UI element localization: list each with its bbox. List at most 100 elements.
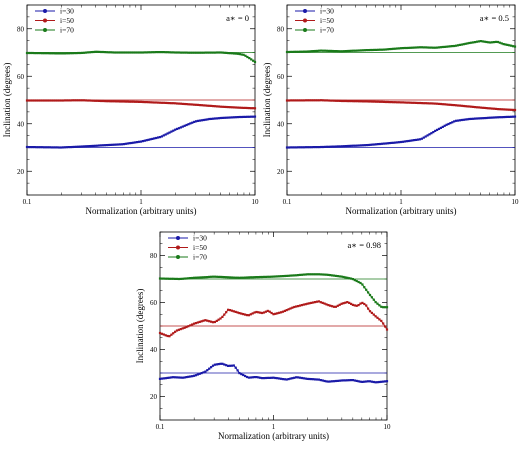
y-axis-label: Inclination (degrees): [2, 63, 12, 138]
data-point: [39, 52, 42, 55]
data-point: [280, 275, 283, 278]
data-point: [432, 131, 435, 134]
data-point: [217, 51, 220, 54]
data-point: [251, 312, 254, 315]
data-point: [380, 319, 383, 322]
data-point: [35, 146, 38, 149]
data-point: [238, 53, 241, 56]
data-point: [268, 376, 271, 379]
data-point: [172, 376, 175, 379]
data-point: [25, 99, 29, 102]
data-point: [487, 41, 490, 44]
data-point: [103, 51, 106, 54]
data-point: [33, 52, 36, 55]
data-point: [160, 135, 163, 138]
data-point: [317, 300, 320, 303]
data-point: [120, 143, 124, 146]
data-point: [247, 276, 250, 279]
data-point: [164, 51, 167, 54]
data-point: [96, 50, 99, 53]
data-point: [272, 313, 275, 316]
data-point: [474, 106, 477, 109]
data-point: [415, 101, 418, 104]
data-point: [213, 320, 216, 324]
data-point: [334, 274, 337, 277]
data-point: [244, 374, 247, 378]
data-point: [191, 276, 194, 280]
data-point: [194, 322, 197, 325]
data-point: [210, 51, 213, 54]
data-point: [247, 314, 250, 317]
data-point: [418, 46, 422, 49]
data-point: [107, 51, 110, 54]
data-point: [90, 144, 93, 148]
data-point: [298, 304, 302, 307]
data-point: [221, 105, 224, 108]
data-point: [432, 102, 435, 105]
data-point: [229, 52, 232, 55]
data-point: [179, 277, 182, 280]
data-point: [166, 101, 169, 105]
data-point: [413, 101, 416, 104]
data-point: [356, 144, 359, 147]
data-point: [117, 51, 120, 54]
data-point: [37, 52, 40, 55]
data-point: [299, 99, 302, 102]
x-axis-label: Normalization (arbitrary units): [218, 431, 329, 441]
data-point: [153, 101, 156, 104]
data-point: [424, 135, 427, 138]
data-point: [92, 144, 95, 147]
data-point: [462, 104, 465, 108]
data-point: [170, 277, 173, 280]
data-point: [376, 316, 379, 319]
data-point: [124, 51, 127, 54]
data-point: [266, 275, 269, 278]
data-point: [369, 100, 372, 103]
data-point: [342, 379, 345, 382]
data-point: [481, 40, 484, 43]
data-point: [420, 137, 423, 140]
data-point: [334, 379, 337, 383]
data-point: [213, 363, 216, 366]
data-point: [46, 52, 49, 55]
data-point: [50, 52, 53, 55]
series-line-i=50: [159, 300, 388, 337]
data-point: [325, 303, 328, 306]
data-point: [145, 139, 148, 142]
data-point: [130, 51, 133, 54]
data-point: [434, 46, 437, 49]
data-point: [200, 276, 203, 279]
data-point: [379, 100, 382, 103]
data-point: [319, 301, 322, 304]
data-point: [233, 52, 236, 55]
data-point: [177, 102, 181, 105]
data-point: [370, 380, 373, 383]
legend-marker-i=70: [176, 255, 180, 259]
data-point: [261, 275, 264, 279]
data-point: [405, 101, 408, 104]
data-point: [252, 107, 255, 110]
data-point: [361, 49, 365, 52]
data-point: [297, 99, 300, 102]
data-point: [204, 51, 207, 54]
data-point: [298, 273, 302, 276]
data-point: [318, 49, 321, 52]
data-point: [281, 378, 285, 381]
data-point: [367, 143, 370, 147]
data-point: [426, 134, 429, 137]
data-point: [149, 101, 152, 104]
data-point: [162, 277, 165, 280]
data-point: [84, 99, 87, 102]
data-point: [120, 100, 124, 103]
data-point: [422, 46, 425, 49]
data-point: [316, 49, 319, 52]
data-point: [141, 51, 144, 54]
data-point: [417, 46, 420, 49]
data-point: [399, 140, 403, 144]
data-point: [325, 145, 328, 148]
data-point: [396, 47, 399, 50]
data-point: [320, 145, 323, 149]
data-point: [219, 317, 222, 320]
data-point: [428, 102, 431, 105]
data-point: [149, 138, 152, 141]
